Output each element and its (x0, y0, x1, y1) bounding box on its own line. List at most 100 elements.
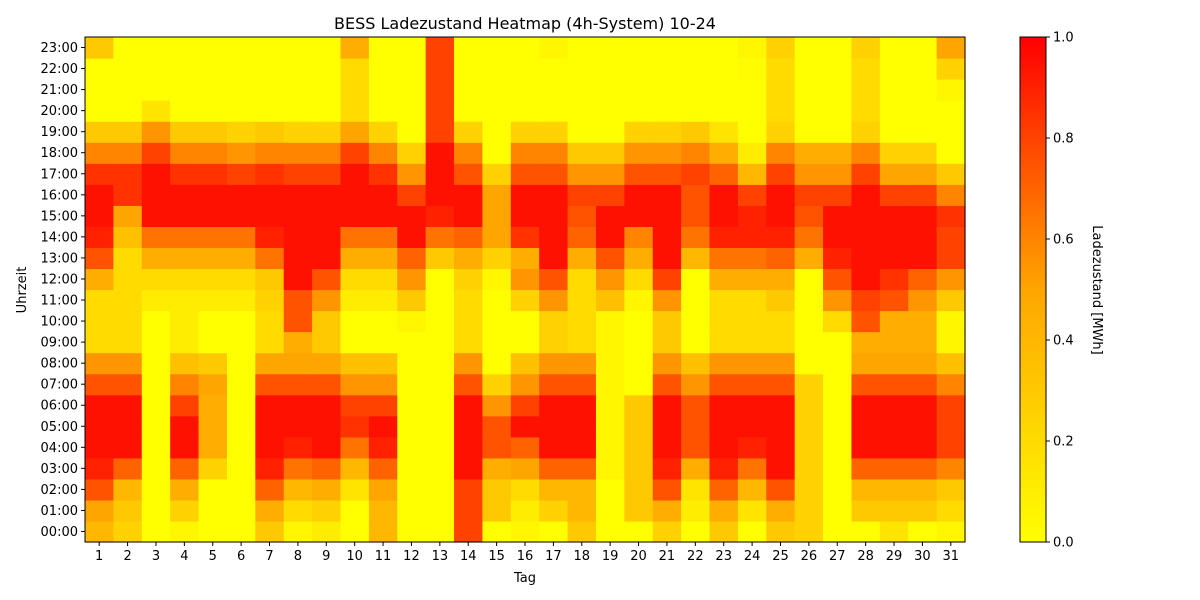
heatmap-cell (908, 289, 938, 312)
heatmap-cell (794, 100, 824, 122)
heatmap-cell (851, 415, 881, 438)
heatmap-cell (510, 457, 540, 480)
y-tick-label: 06:00 (41, 399, 78, 414)
heatmap-cell (85, 226, 114, 249)
x-tick-label: 31 (943, 549, 960, 564)
heatmap-cell (823, 205, 853, 227)
heatmap-cell (113, 268, 143, 291)
heatmap-cell (397, 268, 427, 291)
heatmap-cell (851, 352, 881, 375)
heatmap-cell (368, 352, 398, 375)
heatmap-cell (425, 121, 455, 143)
heatmap-cell (141, 226, 171, 249)
heatmap-cell (170, 289, 200, 312)
x-tick-label: 2 (123, 549, 131, 564)
heatmap-cell (283, 415, 313, 438)
heatmap-cell (141, 247, 171, 270)
heatmap-cell (198, 100, 228, 122)
heatmap-cell (681, 100, 711, 122)
colorbar (1019, 36, 1047, 543)
heatmap-cell (595, 100, 625, 122)
heatmap-cell (681, 289, 711, 312)
heatmap-cell (425, 58, 455, 80)
heatmap-cell (283, 436, 313, 459)
heatmap-cell (198, 184, 228, 206)
heatmap-cell (226, 520, 256, 543)
heatmap-cell (368, 37, 398, 59)
heatmap-cell (823, 520, 853, 543)
heatmap-cell (226, 37, 256, 59)
heatmap-cell (936, 373, 966, 396)
heatmap-cell (567, 310, 597, 333)
heatmap-cell (170, 37, 200, 59)
x-tick-label: 18 (574, 549, 591, 564)
heatmap-cell (794, 289, 824, 312)
heatmap-cell (283, 37, 313, 59)
heatmap-cell (113, 331, 143, 354)
heatmap-cell (539, 247, 569, 270)
heatmap-cell (482, 100, 512, 122)
heatmap-cell (851, 58, 881, 80)
heatmap-cell (681, 499, 711, 522)
heatmap-cell (226, 352, 256, 375)
heatmap-cell (198, 478, 228, 501)
heatmap-cell (681, 394, 711, 417)
heatmap-cell (652, 79, 682, 101)
heatmap-cell (737, 247, 767, 270)
heatmap-cell (794, 520, 824, 543)
heatmap-cell (737, 289, 767, 312)
heatmap-cell (567, 289, 597, 312)
heatmap-cell (312, 184, 342, 206)
heatmap-cell (226, 415, 256, 438)
heatmap-cell (709, 58, 739, 80)
heatmap-cell (226, 394, 256, 417)
x-tick-label: 26 (801, 549, 818, 564)
heatmap-cell (794, 415, 824, 438)
heatmap-cell (567, 373, 597, 396)
x-tick-label: 21 (659, 549, 676, 564)
heatmap-cell (198, 331, 228, 354)
heatmap-cell (198, 520, 228, 543)
heatmap-cell (624, 121, 654, 143)
heatmap-cell (851, 184, 881, 206)
heatmap-cell (908, 142, 938, 164)
x-tick-label: 4 (180, 549, 188, 564)
heatmap-cell (539, 184, 569, 206)
heatmap-cell (482, 352, 512, 375)
heatmap-cell (539, 331, 569, 354)
heatmap-cell (85, 205, 114, 227)
heatmap-cell (936, 499, 966, 522)
heatmap-cell (737, 205, 767, 227)
x-tick-label: 15 (488, 549, 505, 564)
heatmap-cell (794, 268, 824, 291)
heatmap-cell (425, 184, 455, 206)
heatmap-cell (425, 226, 455, 249)
heatmap-cell (510, 100, 540, 122)
heatmap-cell (595, 268, 625, 291)
heatmap-cell (823, 331, 853, 354)
heatmap-cell (170, 436, 200, 459)
heatmap-cell (823, 163, 853, 185)
heatmap-cell (482, 37, 512, 59)
heatmap-cell (709, 394, 739, 417)
heatmap-cell (113, 394, 143, 417)
heatmap-cell (397, 457, 427, 480)
heatmap-cell (510, 352, 540, 375)
heatmap-cell (794, 37, 824, 59)
heatmap-cell (908, 331, 938, 354)
heatmap-cell (908, 520, 938, 543)
heatmap-cell (908, 352, 938, 375)
heatmap-cell (851, 394, 881, 417)
y-axis-label: Uhrzeit (15, 267, 30, 314)
heatmap-cell (340, 436, 370, 459)
heatmap-cell (652, 520, 682, 543)
heatmap-cell (482, 457, 512, 480)
heatmap-cell (737, 352, 767, 375)
y-tick-label: 16:00 (41, 188, 78, 203)
heatmap-cell (908, 247, 938, 270)
heatmap-cell (312, 394, 342, 417)
heatmap-cell (737, 142, 767, 164)
heatmap-cell (340, 247, 370, 270)
heatmap-cell (823, 457, 853, 480)
heatmap-cell (595, 79, 625, 101)
